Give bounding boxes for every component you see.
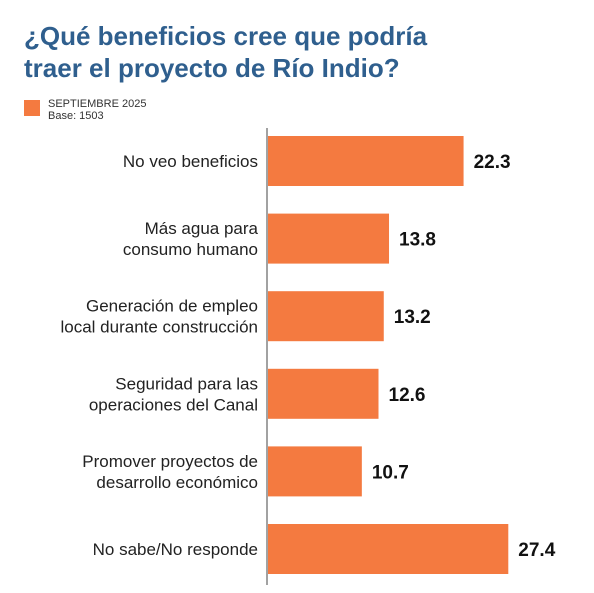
category-label-5-0: No sabe/No responde bbox=[93, 540, 258, 559]
category-label-3-1: operaciones del Canal bbox=[89, 395, 258, 414]
value-label-2: 13.2 bbox=[394, 307, 431, 328]
value-label-4: 10.7 bbox=[372, 462, 409, 483]
bar-2 bbox=[268, 291, 384, 342]
value-label-5: 27.4 bbox=[518, 540, 555, 561]
category-label-2-1: local durante construcción bbox=[60, 318, 258, 337]
category-label-2-0: Generación de empleo bbox=[86, 297, 258, 316]
bar-0 bbox=[268, 136, 464, 186]
bar-5 bbox=[268, 524, 509, 574]
title-line-2: traer el proyecto de Río Indio? bbox=[24, 53, 400, 83]
category-label-4-1: desarrollo económico bbox=[96, 473, 258, 492]
category-label-0-0: No veo beneficios bbox=[123, 152, 258, 171]
value-label-3: 12.6 bbox=[389, 385, 426, 406]
bar-4 bbox=[268, 446, 362, 497]
chart-title: ¿Qué beneficios cree que podría traer el… bbox=[24, 20, 584, 84]
category-label-1-0: Más agua para bbox=[145, 219, 259, 238]
legend-base-label: Base: 1503 bbox=[48, 110, 104, 122]
value-label-0: 22.3 bbox=[474, 152, 511, 173]
category-label-3-0: Seguridad para las bbox=[115, 374, 258, 393]
bar-1 bbox=[268, 213, 390, 264]
legend-text: SEPTIEMBRE 2025 Base: 1503 bbox=[48, 98, 146, 122]
legend-swatch bbox=[24, 100, 40, 116]
category-label-4-0: Promover proyectos de bbox=[82, 452, 258, 471]
category-label-1-1: consumo humano bbox=[123, 240, 258, 259]
legend-series-label: SEPTIEMBRE 2025 bbox=[48, 98, 147, 110]
title-line-1: ¿Qué beneficios cree que podría bbox=[24, 21, 428, 51]
bar-3 bbox=[268, 368, 379, 419]
value-label-1: 13.8 bbox=[399, 230, 436, 251]
legend: SEPTIEMBRE 2025 Base: 1503 bbox=[24, 98, 146, 122]
